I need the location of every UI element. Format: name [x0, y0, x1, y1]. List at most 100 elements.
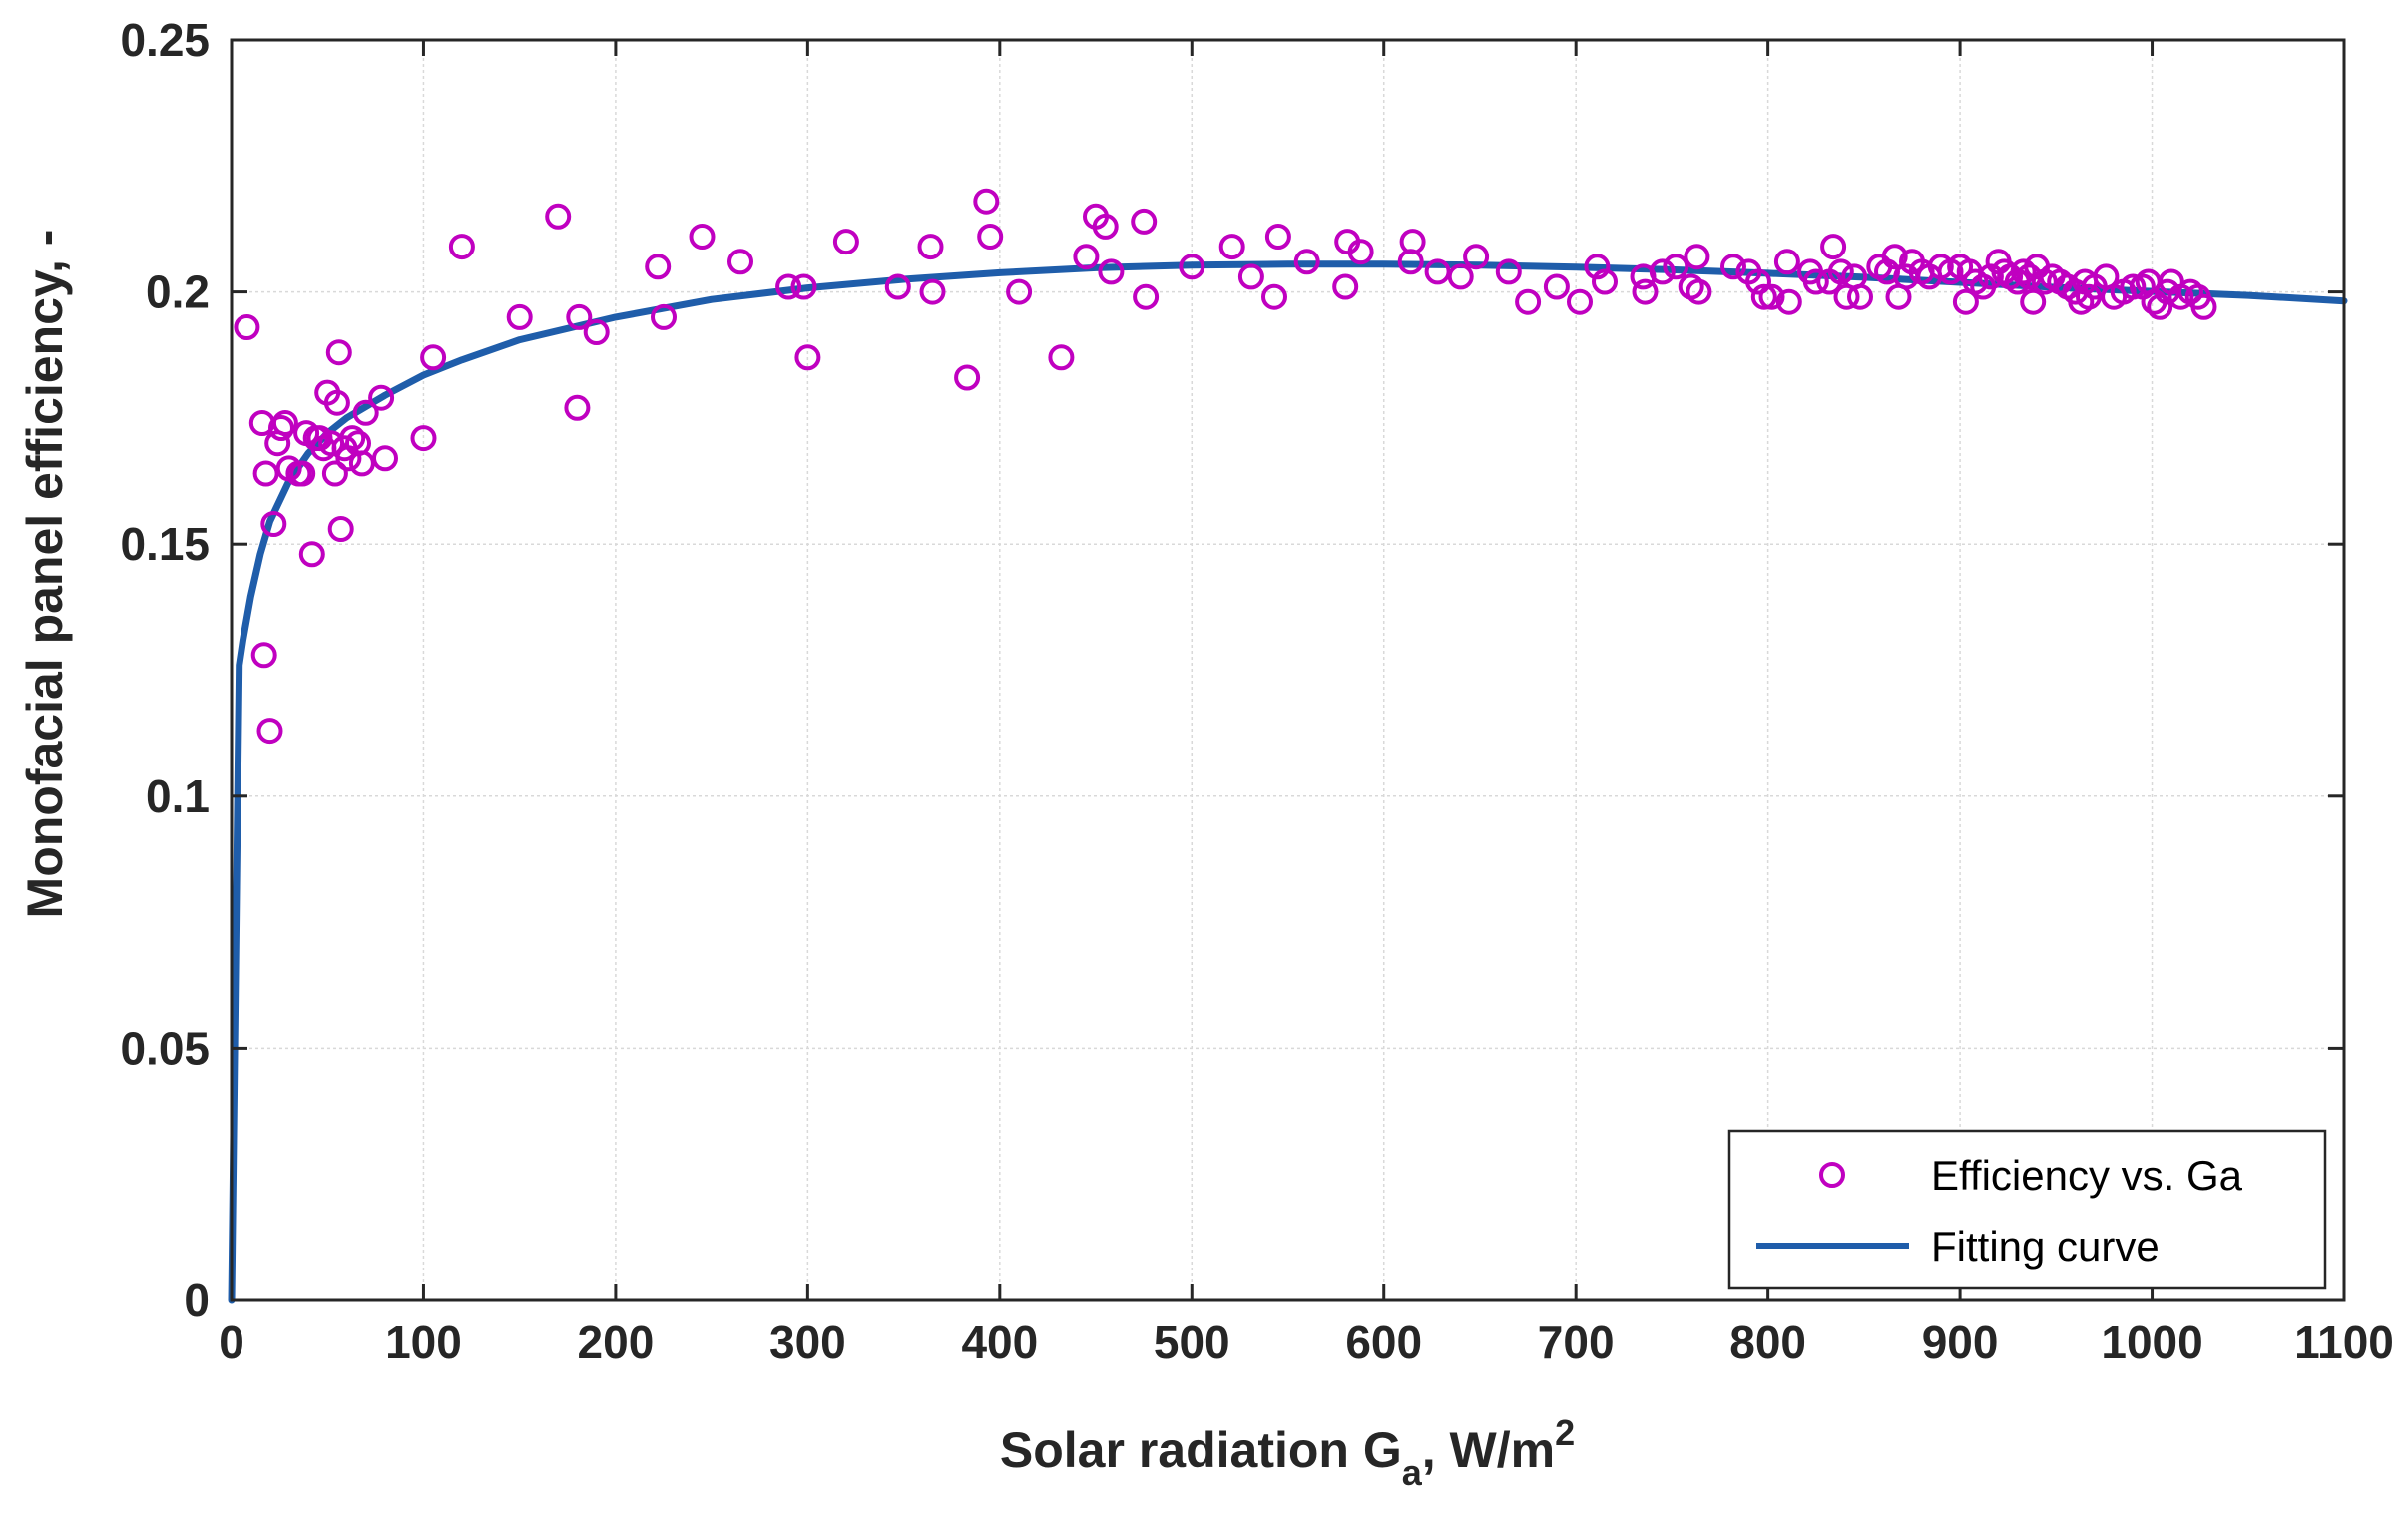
- legend-box: [1727, 1129, 2327, 1290]
- data-point: [2190, 293, 2217, 320]
- data-point: [1048, 344, 1075, 371]
- scatter-layer: [234, 188, 2217, 745]
- data-point: [1179, 254, 1205, 280]
- x-axis-label-units: , W/m: [1422, 1422, 1555, 1478]
- data-point: [884, 273, 911, 300]
- data-point: [1977, 263, 2004, 290]
- data-point: [1092, 213, 1119, 240]
- data-point: [1686, 278, 1712, 305]
- data-point: [271, 410, 298, 436]
- x-axis-label-subscript: a: [1402, 1452, 1423, 1493]
- x-tick-label: 700: [1538, 1316, 1615, 1368]
- data-point: [339, 425, 366, 452]
- y-axis-label: Monofacial panel efficiency, -: [17, 230, 73, 919]
- data-point: [564, 394, 591, 421]
- data-point: [1567, 288, 1593, 315]
- data-point: [260, 511, 287, 537]
- y-tick-label: 0.2: [146, 266, 210, 318]
- data-point: [1663, 254, 1689, 280]
- data-point: [727, 249, 753, 275]
- data-point: [1399, 229, 1426, 255]
- data-point: [583, 319, 610, 345]
- x-axis-label: Solar radiation Ga, W/m2: [1000, 1412, 1575, 1493]
- data-point: [977, 224, 1004, 250]
- data-point: [1827, 258, 1854, 285]
- data-point: [1495, 258, 1522, 285]
- axis-ticks: 0 100 200 300 400 500 600 700 800 900 1000 1100 0 0.0…: [120, 14, 2393, 1368]
- data-point: [1720, 254, 1746, 280]
- data-point: [790, 273, 817, 300]
- data-point: [1131, 208, 1158, 235]
- data-point: [1632, 278, 1659, 305]
- data-point: [1775, 288, 1802, 315]
- data-point: [327, 516, 354, 542]
- data-point: [372, 445, 398, 472]
- data-point: [1347, 239, 1374, 265]
- data-point: [256, 718, 283, 745]
- x-tick-label: 100: [385, 1316, 462, 1368]
- legend-label-fit: Fitting curve: [1931, 1223, 2160, 1270]
- x-tick-label: 800: [1729, 1316, 1806, 1368]
- data-point: [234, 314, 260, 340]
- y-tick-label: 0.15: [120, 518, 210, 570]
- grid: [232, 40, 2344, 1300]
- y-tick-label: 0.1: [146, 770, 210, 822]
- data-point: [1073, 244, 1100, 270]
- data-point: [1006, 278, 1033, 305]
- data-point: [651, 303, 677, 330]
- data-point: [1773, 249, 1800, 275]
- data-point: [1332, 273, 1359, 300]
- data-point: [1649, 258, 1676, 285]
- data-point: [919, 278, 946, 305]
- data-point: [1952, 288, 1979, 315]
- data-point: [368, 384, 395, 411]
- x-tick-label: 500: [1154, 1316, 1230, 1368]
- x-axis-label-main: Solar radiation G: [1000, 1422, 1402, 1478]
- data-point: [448, 234, 475, 260]
- x-tick-label: 300: [769, 1316, 846, 1368]
- data-point: [352, 399, 379, 426]
- data-point: [420, 344, 447, 371]
- data-point: [1745, 268, 1771, 295]
- x-axis-label-superscript: 2: [1555, 1412, 1575, 1453]
- data-point: [323, 389, 350, 416]
- legend-marker-scatter: [1819, 1162, 1845, 1188]
- data-point: [689, 224, 716, 250]
- data-point: [775, 273, 802, 300]
- x-tick-label: 200: [578, 1316, 655, 1368]
- data-point: [1463, 244, 1490, 270]
- data-point: [2020, 288, 2047, 315]
- data-point: [954, 364, 981, 391]
- data-point: [1881, 244, 1908, 270]
- data-point: [1758, 283, 1785, 310]
- data-point: [2010, 258, 2037, 285]
- data-point: [1098, 258, 1125, 285]
- data-point: [1543, 273, 1570, 300]
- data-point: [545, 203, 572, 230]
- data-point: [506, 303, 533, 330]
- data-point: [1264, 224, 1291, 250]
- data-point: [298, 541, 325, 568]
- data-point: [1684, 244, 1710, 270]
- data-point: [268, 415, 294, 441]
- data-point: [1218, 234, 1245, 260]
- data-point: [1750, 283, 1777, 310]
- data-point: [410, 425, 437, 452]
- data-point: [252, 460, 279, 487]
- data-point: [289, 460, 316, 487]
- data-point: [1802, 268, 1829, 295]
- data-point: [794, 344, 821, 371]
- data-point: [973, 188, 1000, 215]
- data-point: [1592, 268, 1618, 295]
- data-point: [1237, 263, 1264, 290]
- data-point: [1447, 263, 1474, 290]
- data-point: [1293, 249, 1320, 275]
- data-point: [1847, 283, 1873, 310]
- x-tick-label: 0: [219, 1316, 244, 1368]
- y-tick-label: 0: [184, 1274, 210, 1326]
- data-point: [832, 229, 859, 255]
- data-point: [321, 460, 348, 487]
- data-point: [917, 234, 944, 260]
- legend: Efficiency vs. Ga Fitting curve: [1727, 1129, 2327, 1290]
- data-point: [2147, 293, 2173, 320]
